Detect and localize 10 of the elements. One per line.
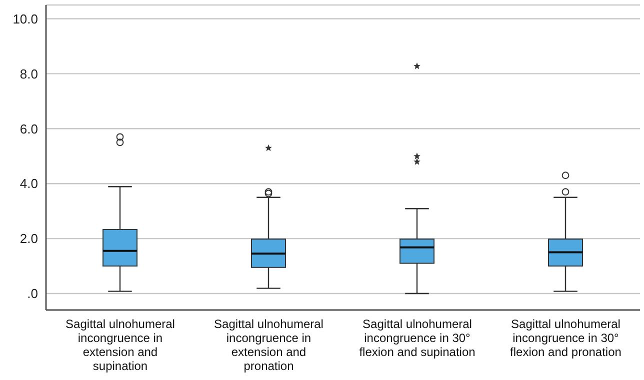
x-tick-label: Sagittal ulnohumeral incongruence in extension and supination — [66, 317, 175, 373]
y-tick-label: 4.0 — [20, 176, 38, 192]
x-tick-label: Sagittal ulnohumeral incongruence in 30° flexion and supination — [359, 317, 476, 359]
x-tick-label: Sagittal ulnohumeral incongruence in 30° flexion and pronation — [510, 317, 622, 359]
y-tick-label: 6.0 — [20, 121, 38, 136]
y-tick-label: 8.0 — [20, 66, 38, 82]
y-tick-label: 10.0 — [12, 11, 38, 26]
x-tick-label: Sagittal ulnohumeral incongruence in extension and pronation — [214, 317, 324, 373]
y-tick-label: .0 — [27, 286, 38, 302]
y-tick-label: 2.0 — [20, 231, 38, 246]
